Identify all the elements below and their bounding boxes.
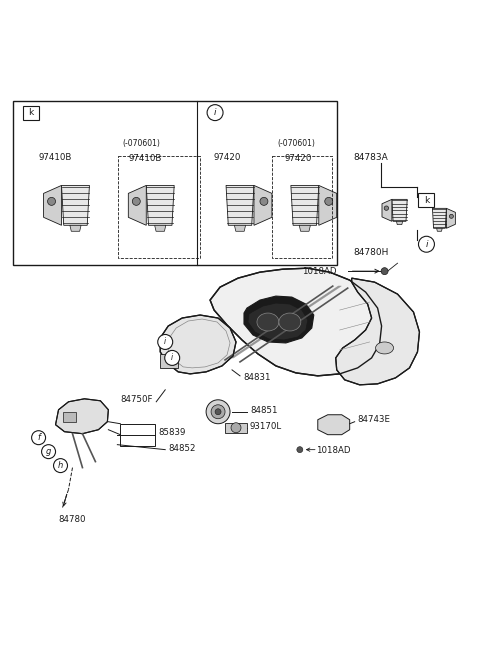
- Polygon shape: [155, 225, 166, 231]
- Text: (-070601): (-070601): [122, 139, 160, 147]
- Circle shape: [158, 335, 173, 349]
- Ellipse shape: [376, 342, 394, 354]
- Circle shape: [297, 447, 303, 453]
- Polygon shape: [44, 185, 61, 225]
- Polygon shape: [437, 229, 442, 231]
- Polygon shape: [210, 268, 382, 376]
- Text: 97420: 97420: [285, 153, 312, 162]
- Text: 97410B: 97410B: [38, 153, 72, 162]
- Polygon shape: [146, 185, 174, 225]
- Circle shape: [42, 445, 56, 458]
- Polygon shape: [160, 315, 236, 374]
- Circle shape: [325, 197, 333, 206]
- Text: i: i: [425, 240, 428, 249]
- Text: f: f: [37, 433, 40, 442]
- Text: 84783A: 84783A: [354, 153, 388, 162]
- Bar: [160, 354, 178, 368]
- Circle shape: [165, 350, 180, 365]
- Polygon shape: [318, 415, 350, 435]
- Bar: [272, 157, 332, 258]
- Circle shape: [384, 206, 389, 210]
- Circle shape: [449, 214, 454, 218]
- Polygon shape: [446, 208, 456, 229]
- Text: i: i: [214, 108, 216, 117]
- Polygon shape: [244, 296, 314, 343]
- Text: k: k: [28, 108, 33, 117]
- Text: 84780: 84780: [59, 515, 86, 525]
- Text: 1018AD: 1018AD: [316, 445, 350, 455]
- Circle shape: [260, 197, 268, 206]
- Polygon shape: [254, 185, 272, 225]
- Polygon shape: [396, 221, 403, 225]
- Polygon shape: [248, 303, 308, 340]
- Text: k: k: [424, 196, 429, 205]
- Text: 97410B: 97410B: [128, 153, 162, 162]
- Circle shape: [215, 409, 221, 415]
- Polygon shape: [234, 225, 246, 231]
- Text: h: h: [58, 461, 63, 470]
- Polygon shape: [336, 278, 420, 385]
- Circle shape: [419, 236, 434, 252]
- Bar: [419, 193, 434, 208]
- Polygon shape: [291, 185, 319, 225]
- Ellipse shape: [279, 313, 301, 331]
- Polygon shape: [128, 185, 146, 225]
- Text: 84743E: 84743E: [358, 415, 391, 424]
- Bar: [225, 422, 247, 433]
- Polygon shape: [299, 225, 311, 231]
- Polygon shape: [56, 399, 108, 434]
- Circle shape: [206, 400, 230, 424]
- Circle shape: [381, 268, 388, 274]
- Text: 84852: 84852: [168, 443, 196, 453]
- Text: i: i: [171, 354, 173, 362]
- Text: 84851: 84851: [250, 406, 277, 415]
- Circle shape: [211, 405, 225, 419]
- Circle shape: [207, 105, 223, 121]
- Text: 84750F: 84750F: [120, 395, 153, 403]
- Text: i: i: [164, 337, 166, 346]
- Text: 85839: 85839: [158, 428, 186, 437]
- Circle shape: [48, 197, 56, 206]
- Circle shape: [54, 458, 68, 472]
- Ellipse shape: [257, 313, 279, 331]
- Polygon shape: [392, 199, 407, 221]
- Text: 84780H: 84780H: [354, 248, 389, 257]
- Polygon shape: [319, 185, 336, 225]
- Bar: [62, 412, 76, 422]
- Text: g: g: [46, 447, 51, 456]
- Circle shape: [32, 431, 46, 445]
- Bar: [119, 157, 200, 258]
- Text: 97420: 97420: [213, 153, 240, 162]
- Bar: [23, 105, 38, 120]
- Bar: [120, 424, 155, 445]
- Polygon shape: [61, 185, 89, 225]
- Polygon shape: [382, 199, 392, 221]
- Polygon shape: [432, 208, 446, 229]
- Bar: [12, 101, 336, 265]
- Text: 84831: 84831: [243, 373, 271, 382]
- Text: 93170L: 93170L: [250, 422, 282, 431]
- Polygon shape: [70, 225, 81, 231]
- Text: (-070601): (-070601): [277, 139, 315, 147]
- Polygon shape: [226, 185, 254, 225]
- Circle shape: [231, 422, 241, 433]
- Circle shape: [132, 197, 140, 206]
- Text: 1018AD: 1018AD: [302, 267, 336, 276]
